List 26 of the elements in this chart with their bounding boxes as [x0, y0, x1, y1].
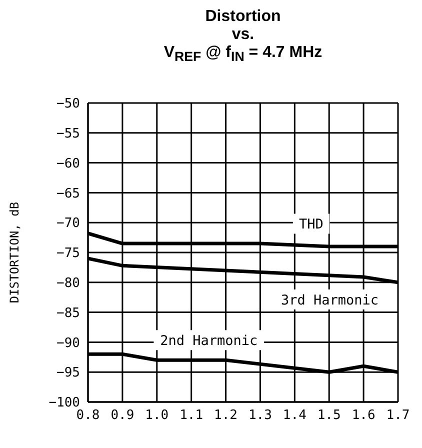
series-label: 3rd Harmonic: [281, 292, 379, 308]
x-tick-label: 1.2: [214, 408, 238, 424]
y-tick-label: −55: [56, 126, 80, 142]
y-tick-label: −75: [56, 246, 80, 262]
y-axis-title: DISTORTION, dB: [7, 202, 22, 304]
x-tick-label: 1.4: [282, 408, 307, 424]
y-tick-label: −100: [48, 396, 80, 411]
series-label: 2nd Harmonic: [160, 333, 258, 350]
y-tick-label: −50: [56, 96, 80, 112]
y-tick-label: −95: [56, 366, 80, 381]
y-tick-label: −85: [56, 306, 80, 321]
x-tick-label: 1.5: [317, 408, 341, 424]
x-tick-label: 1.3: [248, 408, 272, 424]
x-tick-label: 0.8: [76, 408, 100, 424]
x-tick-label: 0.9: [110, 408, 134, 424]
y-tick-label: −90: [56, 336, 80, 351]
y-tick-label: −80: [56, 276, 80, 292]
chart-title: Distortion vs. V$_{REF}$ @ f$_{IN}$ = 4.7 MHz: [164, 8, 322, 64]
series-label: THD: [299, 216, 324, 233]
y-tick-label: −70: [56, 216, 80, 232]
y-tick-label: −65: [56, 186, 80, 202]
x-tick-label: 1.1: [180, 408, 204, 424]
x-tick-label: 1.0: [145, 408, 169, 424]
y-tick-label: −60: [56, 156, 80, 172]
x-tick-label: 1.6: [352, 408, 376, 424]
x-tick-label: 1.7: [386, 408, 410, 424]
